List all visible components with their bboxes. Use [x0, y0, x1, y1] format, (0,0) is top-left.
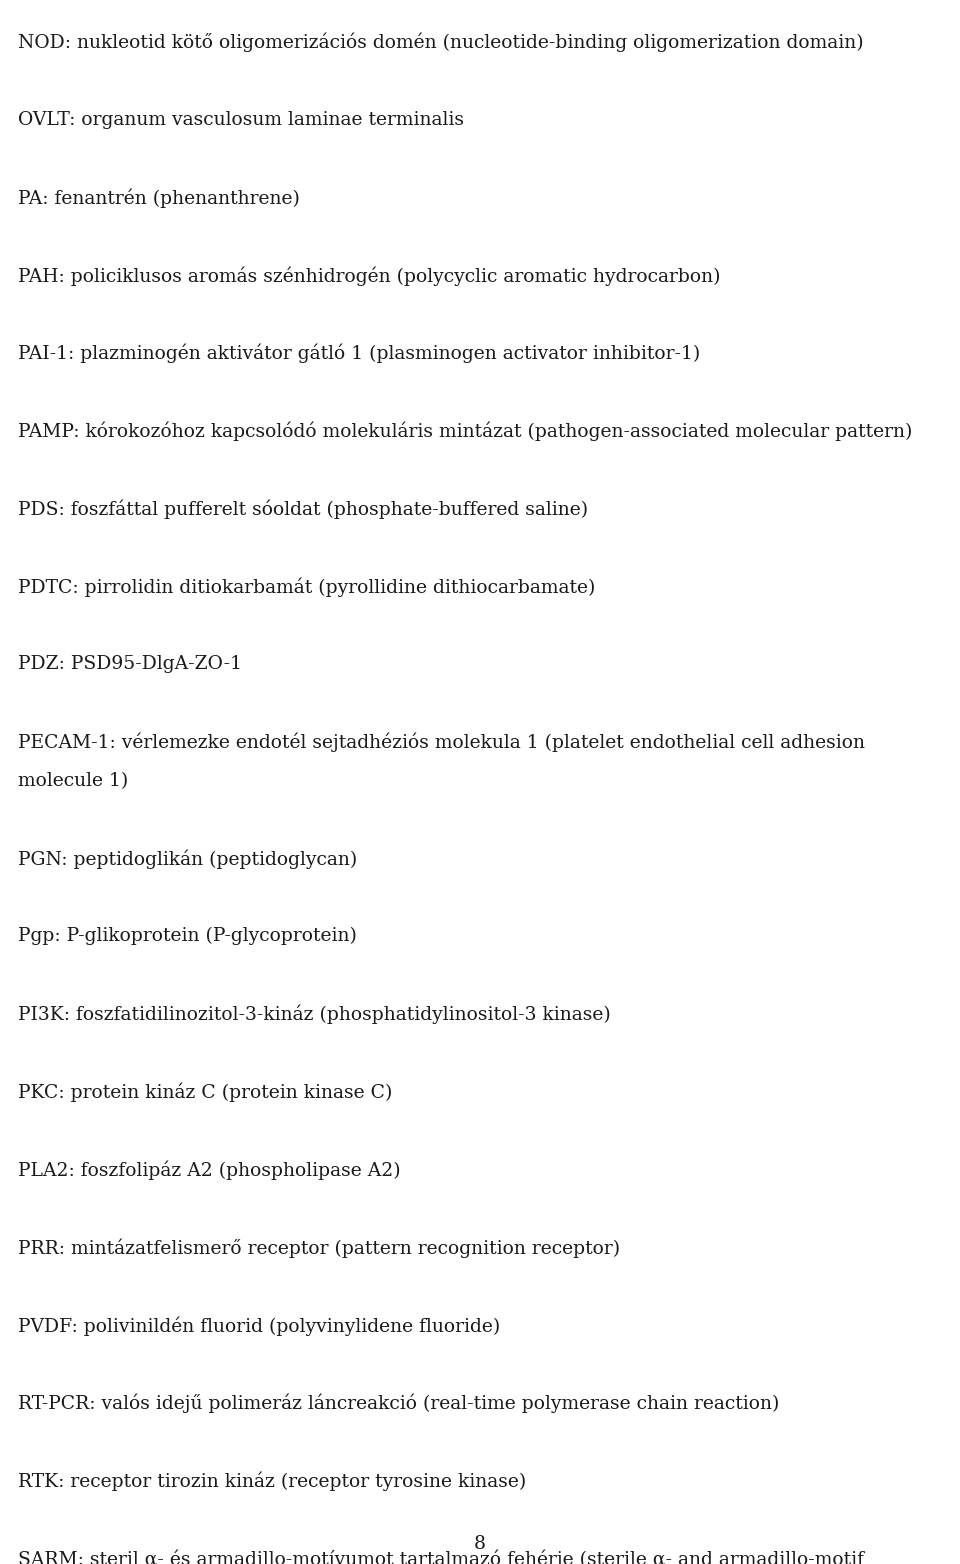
Text: PRR: mintázatfelismerő receptor (pattern recognition receptor): PRR: mintázatfelismerő receptor (pattern… — [18, 1239, 620, 1257]
Text: PA: fenantrén (phenanthrene): PA: fenantrén (phenanthrene) — [18, 188, 300, 208]
Text: PDTC: pirrolidin ditiokarbamát (pyrollidine dithiocarbamate): PDTC: pirrolidin ditiokarbamát (pyrollid… — [18, 577, 595, 597]
Text: RTK: receptor tirozin kináz (receptor tyrosine kinase): RTK: receptor tirozin kináz (receptor ty… — [18, 1472, 526, 1490]
Text: RT-PCR: valós idejű polimeráz láncreakció (real-time polymerase chain reaction): RT-PCR: valós idejű polimeráz láncreakci… — [18, 1394, 780, 1414]
Text: Pgp: P-glikoprotein (P-glycoprotein): Pgp: P-glikoprotein (P-glycoprotein) — [18, 927, 357, 946]
Text: PAMP: kórokozóhoz kapcsolódó molekuláris mintázat (pathogen-associated molecular: PAMP: kórokozóhoz kapcsolódó molekuláris… — [18, 422, 912, 441]
Text: 8: 8 — [474, 1534, 486, 1553]
Text: SARM: steril α- és armadillo-motívumot tartalmazó fehérje (sterile α- and armadi: SARM: steril α- és armadillo-motívumot t… — [18, 1550, 864, 1564]
Text: PLA2: foszfolipáz A2 (phospholipase A2): PLA2: foszfolipáz A2 (phospholipase A2) — [18, 1160, 400, 1179]
Text: molecule 1): molecule 1) — [18, 771, 129, 790]
Text: PI3K: foszfatidilinozitol-3-kináz (phosphatidylinositol-3 kinase): PI3K: foszfatidilinozitol-3-kináz (phosp… — [18, 1006, 611, 1024]
Text: NOD: nukleotid kötő oligomerizációs domén (nucleotide-binding oligomerization do: NOD: nukleotid kötő oligomerizációs domé… — [18, 33, 864, 52]
Text: PDZ: PSD95-DlgA-ZO-1: PDZ: PSD95-DlgA-ZO-1 — [18, 655, 242, 673]
Text: PGN: peptidoglikán (peptidoglycan): PGN: peptidoglikán (peptidoglycan) — [18, 849, 357, 870]
Text: PVDF: polivinildén fluorid (polyvinylidene fluoride): PVDF: polivinildén fluorid (polyvinylide… — [18, 1315, 500, 1336]
Text: PAH: policiklusos aromás szénhidrogén (polycyclic aromatic hydrocarbon): PAH: policiklusos aromás szénhidrogén (p… — [18, 266, 721, 286]
Text: PDS: foszfáttal pufferelt sóoldat (phosphate-buffered saline): PDS: foszfáttal pufferelt sóoldat (phosp… — [18, 499, 588, 519]
Text: PKC: protein kináz C (protein kinase C): PKC: protein kináz C (protein kinase C) — [18, 1082, 393, 1103]
Text: PECAM-1: vérlemezke endotél sejtadhéziós molekula 1 (platelet endothelial cell a: PECAM-1: vérlemezke endotél sejtadhéziós… — [18, 734, 865, 752]
Text: PAI-1: plazminogén aktivátor gátló 1 (plasminogen activator inhibitor-1): PAI-1: plazminogén aktivátor gátló 1 (pl… — [18, 344, 700, 363]
Text: OVLT: organum vasculosum laminae terminalis: OVLT: organum vasculosum laminae termina… — [18, 111, 464, 128]
